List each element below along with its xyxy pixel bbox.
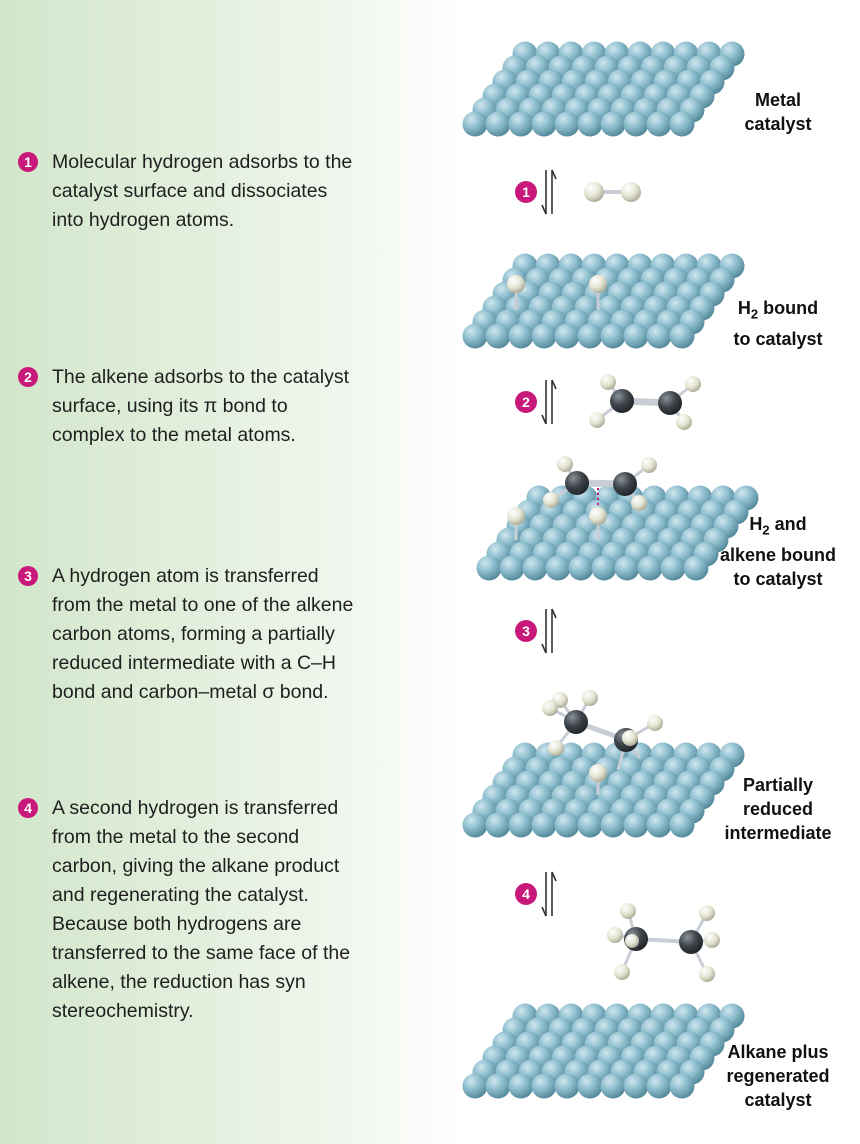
metal-atom bbox=[476, 555, 502, 581]
metal-atom bbox=[568, 555, 594, 581]
arrow-badge-3-label: 3 bbox=[522, 623, 530, 639]
metal-atom bbox=[531, 1073, 557, 1099]
metal-atom bbox=[554, 111, 580, 137]
metal-atom bbox=[646, 323, 672, 349]
label-h2-bound: H2 bound to catalyst bbox=[712, 296, 844, 351]
step-4-description: A second hydrogen is transferred from th… bbox=[52, 797, 351, 1022]
metal-atom bbox=[522, 555, 548, 581]
metal-atom bbox=[591, 555, 617, 581]
metal-atom bbox=[462, 1073, 488, 1099]
metal-atom bbox=[646, 1073, 672, 1099]
metal-atom bbox=[669, 812, 695, 838]
metal-atom bbox=[623, 111, 649, 137]
label-h2-alkene-sub: 2 bbox=[762, 522, 770, 538]
step-1-description: Molecular hydrogen adsorbs to the cataly… bbox=[52, 151, 353, 231]
metal-atom bbox=[485, 111, 511, 137]
metal-atom bbox=[577, 111, 603, 137]
arrow-badge-4 bbox=[515, 883, 537, 905]
metal-atom bbox=[600, 111, 626, 137]
label-h2-bound-sub: 2 bbox=[750, 306, 759, 322]
metal-atom bbox=[554, 812, 580, 838]
arrow-badge-1-label: 1 bbox=[522, 184, 530, 200]
arrow-badge-2 bbox=[515, 391, 537, 413]
step-3-text: 3 A hydrogen atom is transferred from th… bbox=[18, 562, 438, 707]
label-h2-alkene-bound: H2 and alkene bound to catalyst bbox=[712, 512, 844, 591]
metal-atom bbox=[646, 111, 672, 137]
metal-atom bbox=[614, 555, 640, 581]
equilibrium-arrow-3: 3 bbox=[515, 608, 557, 654]
metal-atom bbox=[499, 555, 525, 581]
arrow-badge-4-label: 4 bbox=[522, 886, 530, 902]
metal-atom bbox=[669, 1073, 695, 1099]
metal-atom bbox=[531, 812, 557, 838]
metal-atom bbox=[683, 555, 709, 581]
metal-atom bbox=[485, 812, 511, 838]
metal-atom bbox=[545, 555, 571, 581]
label-metal-catalyst: Metal catalyst bbox=[744, 90, 812, 134]
metal-atom bbox=[660, 555, 686, 581]
metal-atom bbox=[462, 111, 488, 137]
label-partially-reduced: Partially reduced intermediate bbox=[724, 775, 832, 843]
metal-atom bbox=[577, 323, 603, 349]
metal-atom bbox=[577, 1073, 603, 1099]
bound-alkene bbox=[507, 456, 657, 540]
step-1-text: 1 Molecular hydrogen adsorbs to the cata… bbox=[18, 148, 438, 235]
label-alkane-regenerated: Alkane plus regenerated catalyst bbox=[726, 1042, 830, 1110]
label-h2-alkene-h: H bbox=[749, 514, 763, 534]
step-2-badge: 2 bbox=[18, 367, 38, 387]
arrow-badge-1 bbox=[515, 181, 537, 203]
metal-atom bbox=[554, 323, 580, 349]
metal-atom bbox=[669, 323, 695, 349]
metal-atom bbox=[600, 323, 626, 349]
step-4-badge: 4 bbox=[18, 798, 38, 818]
metal-surface-2 bbox=[462, 253, 745, 349]
metal-atom bbox=[508, 323, 534, 349]
step-4-text: 4 A second hydrogen is transferred from … bbox=[18, 794, 438, 1026]
metal-surface-4 bbox=[462, 742, 745, 838]
equilibrium-arrow-1: 1 bbox=[515, 169, 557, 215]
step-3-badge: 3 bbox=[18, 566, 38, 586]
step-3-description: A hydrogen atom is transferred from the … bbox=[52, 565, 354, 703]
metal-atom bbox=[508, 111, 534, 137]
metal-atom bbox=[462, 812, 488, 838]
equilibrium-arrow-4: 4 bbox=[515, 871, 557, 917]
h2-molecule bbox=[584, 182, 641, 202]
metal-surface-5 bbox=[462, 1003, 745, 1099]
metal-atom bbox=[508, 812, 534, 838]
metal-atom bbox=[600, 1073, 626, 1099]
arrow-badge-3 bbox=[515, 620, 537, 642]
alkane-molecule bbox=[607, 903, 720, 982]
step-2-description: The alkene adsorbs to the catalyst surfa… bbox=[52, 366, 350, 446]
arrow-badge-2-label: 2 bbox=[522, 394, 530, 410]
label-h2-alkene-rest: and alkene bound to catalyst bbox=[719, 514, 836, 589]
step-1-badge: 1 bbox=[18, 152, 38, 172]
equilibrium-arrow-2: 2 bbox=[515, 379, 557, 425]
metal-atom bbox=[485, 1073, 511, 1099]
metal-atom bbox=[531, 323, 557, 349]
partially-reduced-intermediate bbox=[542, 690, 663, 795]
adsorbed-hydrogen-atoms bbox=[507, 275, 607, 310]
metal-atom bbox=[646, 812, 672, 838]
metal-atom bbox=[600, 812, 626, 838]
label-h2-bound-h: H bbox=[737, 298, 751, 318]
ethylene-molecule bbox=[589, 374, 701, 430]
metal-atom bbox=[531, 111, 557, 137]
label-h2-bound-rest: bound to catalyst bbox=[733, 298, 823, 349]
metal-atom bbox=[623, 323, 649, 349]
metal-atom bbox=[462, 323, 488, 349]
metal-atom bbox=[577, 812, 603, 838]
metal-atom bbox=[623, 1073, 649, 1099]
metal-surface-1 bbox=[462, 41, 745, 137]
metal-atom bbox=[554, 1073, 580, 1099]
metal-atom bbox=[637, 555, 663, 581]
metal-atom bbox=[508, 1073, 534, 1099]
metal-surface-3 bbox=[476, 485, 759, 581]
step-2-text: 2 The alkene adsorbs to the catalyst sur… bbox=[18, 363, 438, 450]
metal-atom bbox=[485, 323, 511, 349]
metal-atom bbox=[623, 812, 649, 838]
metal-atom bbox=[669, 111, 695, 137]
